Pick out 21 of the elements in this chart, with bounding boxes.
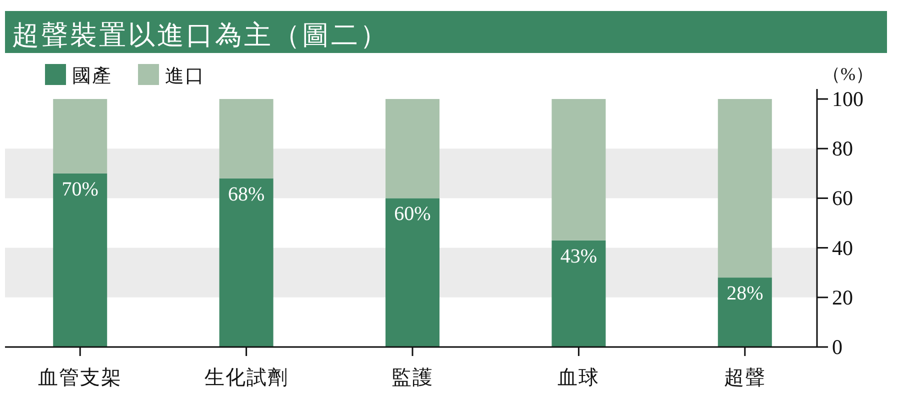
data-label: 68% xyxy=(228,183,265,206)
y-tick-label: 20 xyxy=(832,285,853,310)
data-label: 60% xyxy=(394,203,431,226)
x-tick-label: 血管支架 xyxy=(38,367,122,389)
y-tick-label: 100 xyxy=(832,87,864,111)
y-tick-label: 40 xyxy=(832,236,853,260)
data-label: 43% xyxy=(560,245,598,268)
legend-label: 進口 xyxy=(165,66,205,87)
x-tick-label: 監護 xyxy=(392,367,434,389)
legend: 國產 進口 xyxy=(45,64,205,87)
legend-label: 國產 xyxy=(72,66,112,87)
y-tick-label: 0 xyxy=(832,335,842,359)
x-tick-label: 超聲 xyxy=(724,367,766,389)
y-tick-label: 80 xyxy=(832,136,853,161)
y-tick-label: 60 xyxy=(832,186,853,210)
data-label: 70% xyxy=(62,178,98,200)
y-axis-title: （%） xyxy=(822,64,874,84)
data-label: 28% xyxy=(726,282,764,305)
title: 超聲裝置以進口為主（圖二） xyxy=(12,20,389,50)
x-tick-label: 血球 xyxy=(558,367,600,389)
x-tick-label: 生化試劑 xyxy=(204,367,288,389)
